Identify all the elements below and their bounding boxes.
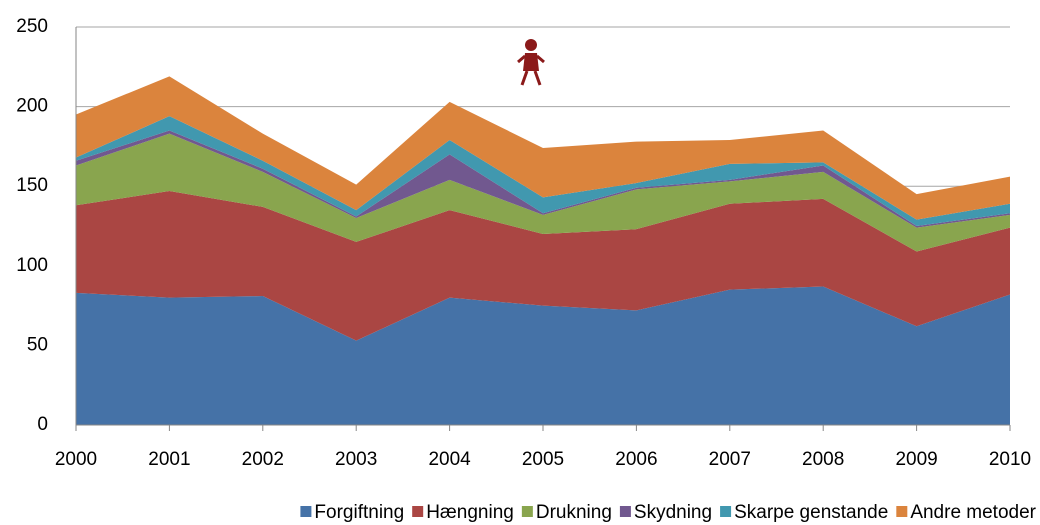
y-tick-label: 50 <box>27 334 48 355</box>
area <box>76 116 1010 226</box>
legend-item: Hængning <box>412 502 514 523</box>
plot-area <box>75 26 1011 431</box>
legend-swatch <box>521 506 533 517</box>
legend-label: Drukning <box>536 502 612 523</box>
x-tick-label: 2003 <box>335 449 377 470</box>
legend-swatch <box>896 506 908 517</box>
x-tick-label: 2010 <box>989 449 1031 470</box>
legend-item: Drukning <box>521 502 612 523</box>
x-tick-label: 2008 <box>802 449 844 470</box>
legend-swatch <box>720 506 732 517</box>
legend-swatch <box>412 506 424 517</box>
x-tick-label: 2006 <box>615 449 657 470</box>
area <box>76 286 1010 425</box>
y-tick-label: 150 <box>16 175 48 196</box>
legend-item: Skarpe genstande <box>720 502 888 523</box>
y-tick-label: 250 <box>16 16 48 37</box>
x-tick-label: 2007 <box>709 449 751 470</box>
x-tick-label: 2004 <box>428 449 471 470</box>
y-tick-label: 0 <box>37 414 48 435</box>
x-tick-label: 2000 <box>55 449 97 470</box>
legend: Forgiftning Hængning Drukning Skydning Skarp… <box>300 502 1037 523</box>
legend-label: Skarpe genstande <box>734 502 888 523</box>
x-tick-label: 2005 <box>522 449 564 470</box>
legend-label: Skydning <box>634 502 712 523</box>
figure-icon <box>517 39 545 86</box>
area <box>76 133 1010 252</box>
y-tick-label: 100 <box>16 255 48 276</box>
area <box>76 190 1010 341</box>
legend-label: Andre metoder <box>910 502 1036 523</box>
y-tick-label: 200 <box>16 96 48 117</box>
x-tick-label: 2009 <box>895 449 937 470</box>
legend-item: Forgiftning <box>300 502 404 523</box>
legend-item: Skydning <box>619 502 712 523</box>
x-tick-label: 2001 <box>148 449 190 470</box>
area <box>76 76 1010 220</box>
legend-swatch <box>300 506 312 517</box>
legend-label: Forgiftning <box>314 502 404 523</box>
legend-item: Andre metoder <box>896 502 1037 523</box>
x-tick-label: 2002 <box>242 449 284 470</box>
legend-swatch <box>619 506 631 517</box>
legend-label: Hængning <box>426 502 514 523</box>
